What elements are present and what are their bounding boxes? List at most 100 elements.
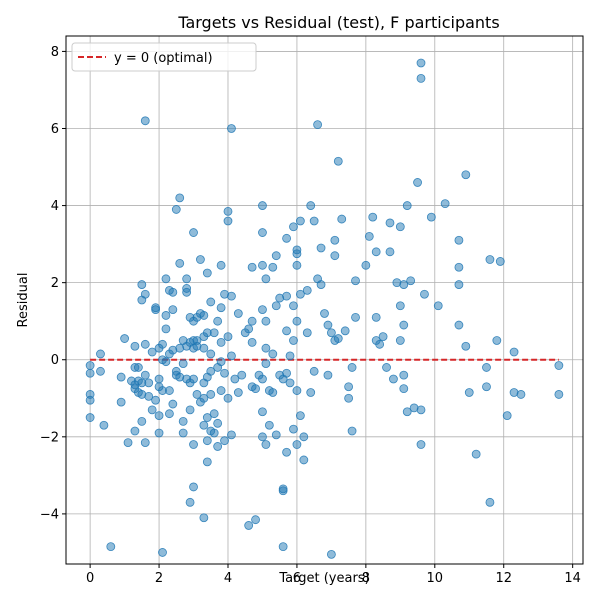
data-point xyxy=(209,409,219,419)
data-point xyxy=(485,255,495,264)
data-point xyxy=(189,374,198,384)
data-point xyxy=(326,328,336,338)
data-point xyxy=(223,206,233,216)
data-point xyxy=(85,395,95,405)
data-point xyxy=(461,170,471,180)
data-point xyxy=(261,316,271,326)
data-point xyxy=(416,58,426,68)
x-tick-label: 12 xyxy=(495,571,512,586)
data-point xyxy=(295,216,305,226)
data-point xyxy=(399,280,409,289)
data-point xyxy=(154,374,164,384)
data-point xyxy=(426,212,436,222)
data-point xyxy=(344,382,354,392)
data-point xyxy=(137,417,147,426)
y-tick-label: 0 xyxy=(51,353,59,368)
data-point xyxy=(227,430,236,440)
data-point xyxy=(99,420,109,430)
data-point xyxy=(244,324,254,334)
data-point xyxy=(130,341,140,351)
data-point xyxy=(454,280,464,289)
data-point xyxy=(282,291,291,301)
data-point xyxy=(96,366,105,376)
data-point xyxy=(464,388,474,397)
data-point xyxy=(258,374,267,384)
data-point xyxy=(258,228,267,237)
data-point xyxy=(471,449,481,459)
y-tick-label: 6 xyxy=(51,122,59,137)
data-point xyxy=(285,378,295,388)
data-point xyxy=(251,515,260,525)
data-point xyxy=(261,343,271,353)
data-point xyxy=(416,73,426,83)
y-tick-label: 4 xyxy=(51,199,59,214)
data-point xyxy=(282,326,291,336)
data-point xyxy=(271,430,281,440)
data-point xyxy=(206,366,216,376)
data-point xyxy=(247,316,257,326)
data-point xyxy=(395,222,405,232)
data-point xyxy=(368,212,378,222)
data-point xyxy=(164,386,174,395)
data-point xyxy=(202,436,212,446)
data-point xyxy=(178,417,188,426)
data-point xyxy=(509,347,519,357)
data-point xyxy=(206,390,216,399)
data-point xyxy=(182,274,192,284)
data-point xyxy=(433,301,443,311)
y-tick-label: −4 xyxy=(40,507,59,522)
data-point xyxy=(330,251,340,261)
data-point xyxy=(320,309,329,318)
data-point xyxy=(289,222,298,232)
data-point xyxy=(258,305,267,315)
data-point xyxy=(151,395,161,405)
data-point xyxy=(389,374,398,384)
data-point xyxy=(233,309,243,318)
data-point xyxy=(485,497,495,507)
data-point xyxy=(295,289,305,299)
data-point xyxy=(206,297,216,307)
data-point xyxy=(147,347,157,357)
data-point xyxy=(209,428,219,438)
data-point xyxy=(375,339,385,349)
data-point xyxy=(168,399,178,409)
data-point xyxy=(85,361,95,370)
data-point xyxy=(454,235,464,245)
data-point xyxy=(454,320,464,330)
data-point xyxy=(202,413,212,422)
data-point xyxy=(164,409,174,419)
data-point xyxy=(554,390,564,399)
x-tick-label: 8 xyxy=(362,571,370,586)
data-point xyxy=(192,390,202,399)
data-point xyxy=(185,405,195,415)
data-point xyxy=(175,258,185,268)
data-point xyxy=(402,201,412,210)
data-point xyxy=(495,257,505,266)
data-point xyxy=(140,370,150,380)
data-point xyxy=(158,339,167,349)
y-tick-label: −2 xyxy=(40,430,59,445)
data-point xyxy=(323,320,333,330)
data-point xyxy=(278,542,288,552)
data-point xyxy=(261,274,271,284)
data-point xyxy=(161,274,171,284)
data-point xyxy=(492,336,502,345)
x-tick-label: 0 xyxy=(86,571,94,586)
data-point xyxy=(258,432,267,442)
data-point xyxy=(227,124,236,133)
data-point xyxy=(133,363,143,372)
x-tick-label: 14 xyxy=(564,571,581,586)
data-point xyxy=(106,542,116,552)
data-point xyxy=(161,357,171,367)
data-point xyxy=(223,332,233,342)
data-point xyxy=(85,413,95,422)
data-point xyxy=(268,262,278,272)
data-point xyxy=(220,368,229,378)
data-point xyxy=(271,251,281,261)
data-point xyxy=(227,351,236,361)
data-point xyxy=(144,391,154,401)
plot-area-frame xyxy=(65,35,584,565)
data-point xyxy=(168,287,178,297)
data-point xyxy=(230,374,240,384)
